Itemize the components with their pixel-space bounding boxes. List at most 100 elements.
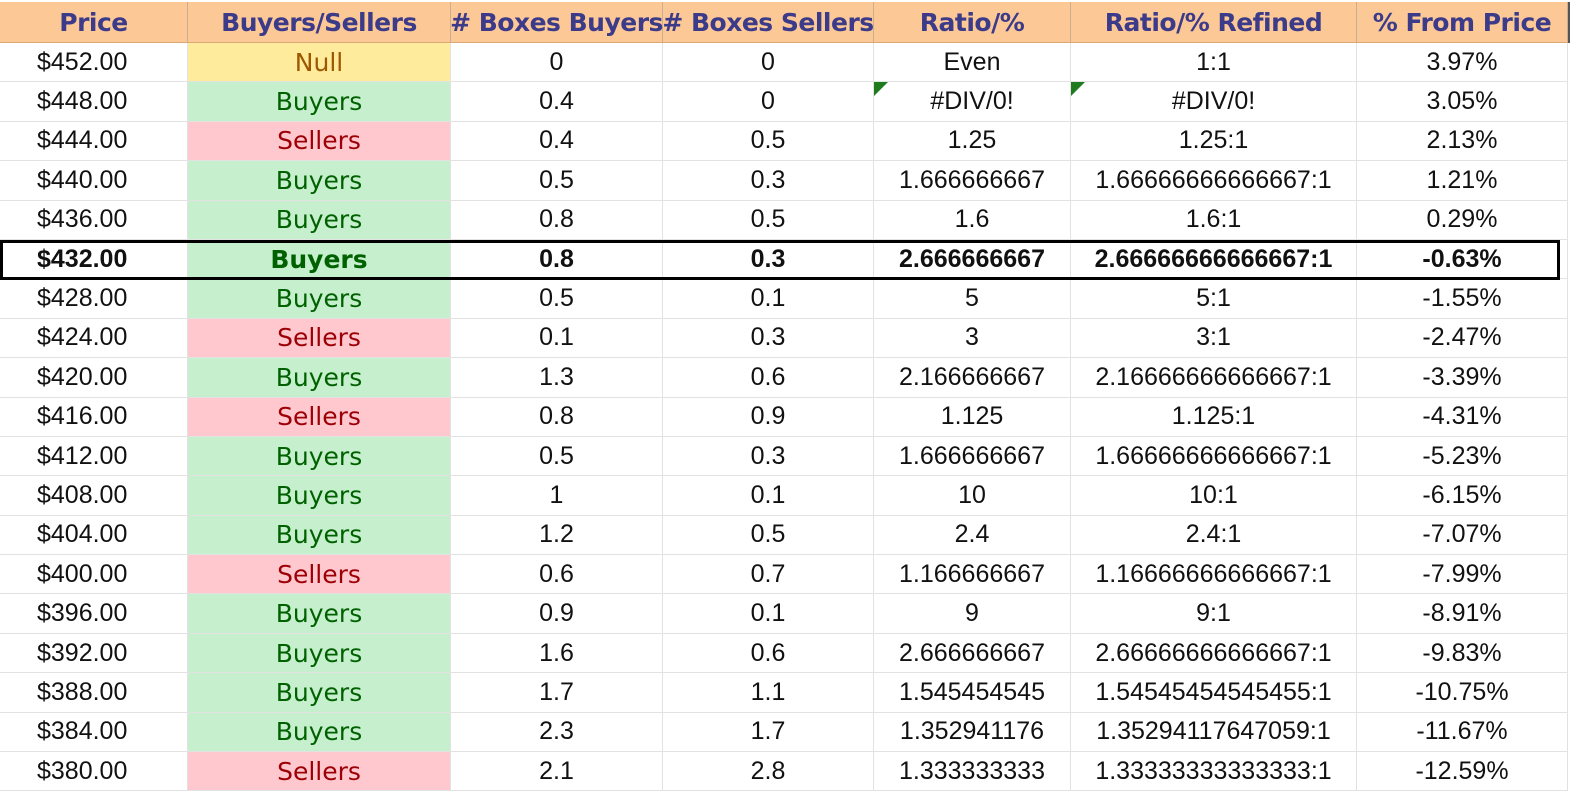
- side-cell[interactable]: Buyers: [188, 200, 451, 239]
- boxes-buyers-cell[interactable]: 0.4: [451, 82, 663, 121]
- from-price-cell[interactable]: -5.23%: [1357, 436, 1568, 476]
- boxes-sellers-cell[interactable]: 0.9: [663, 397, 874, 436]
- from-price-cell[interactable]: -10.75%: [1357, 673, 1568, 712]
- ratio-cell[interactable]: 2.4: [874, 515, 1071, 555]
- ratio-refined-cell[interactable]: 10:1: [1071, 476, 1357, 515]
- price-cell[interactable]: $392.00: [0, 633, 188, 673]
- header-price[interactable]: Price: [0, 2, 188, 42]
- boxes-sellers-cell[interactable]: 0: [663, 43, 874, 82]
- from-price-cell[interactable]: 3.05%: [1357, 82, 1568, 121]
- boxes-sellers-cell[interactable]: 1.7: [663, 712, 874, 752]
- from-price-cell[interactable]: 3.97%: [1357, 43, 1568, 82]
- ratio-refined-cell[interactable]: 3:1: [1071, 318, 1357, 358]
- price-cell[interactable]: $432.00: [0, 239, 188, 279]
- ratio-cell[interactable]: 1.166666667: [874, 555, 1071, 594]
- boxes-sellers-cell[interactable]: 0.3: [663, 436, 874, 476]
- boxes-sellers-cell[interactable]: 0.7: [663, 555, 874, 594]
- side-cell[interactable]: Buyers: [188, 476, 451, 515]
- boxes-buyers-cell[interactable]: 0.5: [451, 161, 663, 200]
- side-cell[interactable]: Sellers: [188, 318, 451, 358]
- ratio-cell[interactable]: #DIV/0!: [874, 82, 1071, 121]
- ratio-cell[interactable]: 2.666666667: [874, 239, 1071, 279]
- from-price-cell[interactable]: -12.59%: [1357, 752, 1568, 791]
- ratio-cell[interactable]: 3: [874, 318, 1071, 358]
- from-price-cell[interactable]: -3.39%: [1357, 358, 1568, 397]
- ratio-refined-cell[interactable]: 2.66666666666667:1: [1071, 633, 1357, 673]
- boxes-buyers-cell[interactable]: 1.3: [451, 358, 663, 397]
- price-cell[interactable]: $380.00: [0, 752, 188, 791]
- header-boxes-buyers[interactable]: # Boxes Buyers: [450, 2, 663, 42]
- side-cell[interactable]: Null: [188, 43, 451, 82]
- from-price-cell[interactable]: 1.21%: [1357, 161, 1568, 200]
- boxes-buyers-cell[interactable]: 1.7: [451, 673, 663, 712]
- ratio-refined-cell[interactable]: 1:1: [1071, 43, 1357, 82]
- ratio-cell[interactable]: 2.166666667: [874, 358, 1071, 397]
- boxes-buyers-cell[interactable]: 0.5: [451, 436, 663, 476]
- boxes-buyers-cell[interactable]: 0.9: [451, 594, 663, 633]
- boxes-sellers-cell[interactable]: 0.1: [663, 279, 874, 318]
- ratio-cell[interactable]: Even: [874, 43, 1071, 82]
- ratio-refined-cell[interactable]: 1.25:1: [1071, 121, 1357, 161]
- boxes-sellers-cell[interactable]: 0.1: [663, 594, 874, 633]
- boxes-sellers-cell[interactable]: 0.5: [663, 200, 874, 239]
- from-price-cell[interactable]: 2.13%: [1357, 121, 1568, 161]
- ratio-refined-cell[interactable]: 1.66666666666667:1: [1071, 161, 1357, 200]
- ratio-cell[interactable]: 1.666666667: [874, 161, 1071, 200]
- ratio-refined-cell[interactable]: 1.54545454545455:1: [1071, 673, 1357, 712]
- boxes-sellers-cell[interactable]: 0.5: [663, 515, 874, 555]
- boxes-buyers-cell[interactable]: 0.8: [451, 200, 663, 239]
- price-cell[interactable]: $424.00: [0, 318, 188, 358]
- ratio-refined-cell[interactable]: 2.4:1: [1071, 515, 1357, 555]
- header-buyers-sellers[interactable]: Buyers/Sellers: [188, 2, 451, 42]
- side-cell[interactable]: Buyers: [188, 82, 451, 121]
- ratio-refined-cell[interactable]: 1.125:1: [1071, 397, 1357, 436]
- boxes-sellers-cell[interactable]: 0.3: [663, 239, 874, 279]
- price-cell[interactable]: $396.00: [0, 594, 188, 633]
- boxes-buyers-cell[interactable]: 1.6: [451, 633, 663, 673]
- side-cell[interactable]: Buyers: [188, 358, 451, 397]
- side-cell[interactable]: Sellers: [188, 397, 451, 436]
- price-cell[interactable]: $452.00: [0, 43, 188, 82]
- price-cell[interactable]: $404.00: [0, 515, 188, 555]
- boxes-buyers-cell[interactable]: 0.4: [451, 121, 663, 161]
- price-cell[interactable]: $384.00: [0, 712, 188, 752]
- ratio-refined-cell[interactable]: 1.6:1: [1071, 200, 1357, 239]
- ratio-cell[interactable]: 1.545454545: [874, 673, 1071, 712]
- ratio-cell[interactable]: 9: [874, 594, 1071, 633]
- boxes-buyers-cell[interactable]: 2.3: [451, 712, 663, 752]
- boxes-buyers-cell[interactable]: 1: [451, 476, 663, 515]
- from-price-cell[interactable]: -8.91%: [1357, 594, 1568, 633]
- from-price-cell[interactable]: -0.63%: [1357, 239, 1568, 279]
- ratio-cell[interactable]: 1.333333333: [874, 752, 1071, 791]
- price-cell[interactable]: $408.00: [0, 476, 188, 515]
- boxes-sellers-cell[interactable]: 0.1: [663, 476, 874, 515]
- side-cell[interactable]: Sellers: [188, 121, 451, 161]
- side-cell[interactable]: Buyers: [188, 161, 451, 200]
- header-ratio-refined[interactable]: Ratio/% Refined: [1071, 2, 1357, 42]
- ratio-refined-cell[interactable]: 9:1: [1071, 594, 1357, 633]
- price-cell[interactable]: $388.00: [0, 673, 188, 712]
- side-cell[interactable]: Sellers: [188, 555, 451, 594]
- price-cell[interactable]: $436.00: [0, 200, 188, 239]
- side-cell[interactable]: Buyers: [188, 594, 451, 633]
- boxes-buyers-cell[interactable]: 0.6: [451, 555, 663, 594]
- price-cell[interactable]: $428.00: [0, 279, 188, 318]
- side-cell[interactable]: Buyers: [188, 712, 451, 752]
- boxes-buyers-cell[interactable]: 1.2: [451, 515, 663, 555]
- ratio-refined-cell[interactable]: 2.66666666666667:1: [1071, 239, 1357, 279]
- from-price-cell[interactable]: -2.47%: [1357, 318, 1568, 358]
- boxes-sellers-cell[interactable]: 0.6: [663, 358, 874, 397]
- ratio-cell[interactable]: 5: [874, 279, 1071, 318]
- boxes-buyers-cell[interactable]: 0.1: [451, 318, 663, 358]
- side-cell[interactable]: Sellers: [188, 752, 451, 791]
- from-price-cell[interactable]: -9.83%: [1357, 633, 1568, 673]
- ratio-refined-cell[interactable]: 1.35294117647059:1: [1071, 712, 1357, 752]
- price-cell[interactable]: $400.00: [0, 555, 188, 594]
- header-ratio[interactable]: Ratio/%: [874, 2, 1071, 42]
- boxes-sellers-cell[interactable]: 0: [663, 82, 874, 121]
- boxes-sellers-cell[interactable]: 2.8: [663, 752, 874, 791]
- header-boxes-sellers[interactable]: # Boxes Sellers: [662, 2, 874, 42]
- boxes-sellers-cell[interactable]: 0.5: [663, 121, 874, 161]
- ratio-refined-cell[interactable]: #DIV/0!: [1071, 82, 1357, 121]
- ratio-refined-cell[interactable]: 5:1: [1071, 279, 1357, 318]
